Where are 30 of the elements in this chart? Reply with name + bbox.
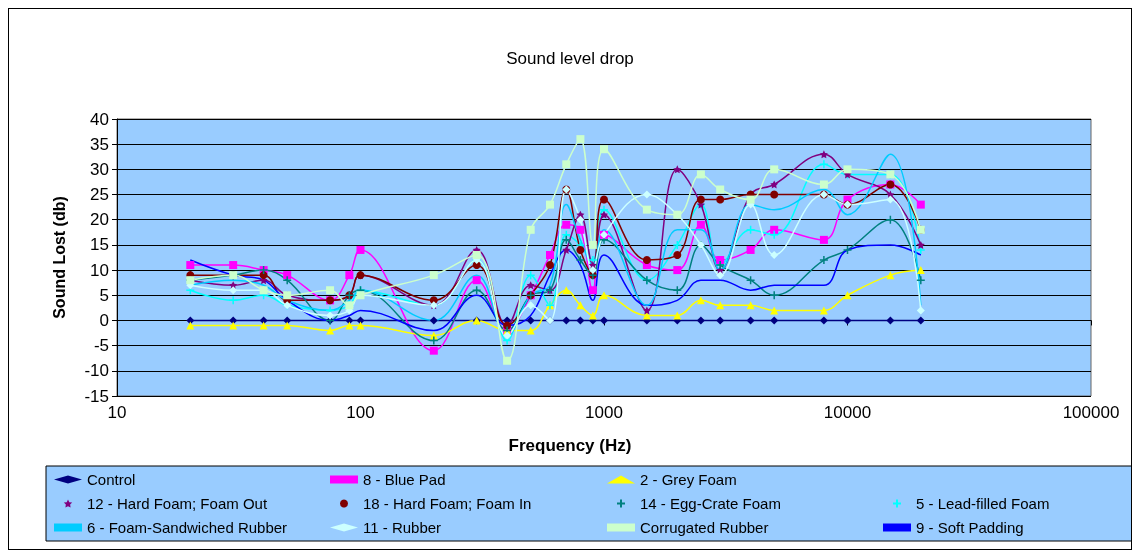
y-tick-label: 20 <box>90 210 109 230</box>
y-tick-label: 10 <box>90 260 109 280</box>
legend-label: 11 - Rubber <box>363 519 442 536</box>
legend-label: 18 - Hard Foam; Foam In <box>363 495 532 512</box>
x-tick-label: 100000 <box>1062 403 1120 422</box>
chart-title: Sound level drop <box>506 49 634 68</box>
y-tick-label: 15 <box>90 235 109 255</box>
legend-label: Control <box>87 471 136 488</box>
legend-label: Corrugated Rubber <box>640 519 769 536</box>
x-tick-label: 1000 <box>585 403 623 422</box>
y-tick-label: 30 <box>90 159 109 179</box>
y-tick-label: 5 <box>99 285 109 305</box>
x-tick-label: 10000 <box>823 403 872 422</box>
y-tick-label: 35 <box>90 134 109 154</box>
y-tick-label: -10 <box>84 361 109 381</box>
y-tick-label: 40 <box>90 109 109 129</box>
y-tick-label: 0 <box>99 310 109 330</box>
y-axis-title: Sound Lost (db) <box>50 196 68 319</box>
x-axis-title: Frequency (Hz) <box>508 436 632 455</box>
legend-label: 5 - Lead-filled Foam <box>916 495 1050 512</box>
y-tick-label: -15 <box>84 386 109 406</box>
y-tick-label: -5 <box>93 336 109 356</box>
y-tick-label: 25 <box>90 185 109 205</box>
legend-label: 8 - Blue Pad <box>363 471 446 488</box>
legend-label: 14 - Egg-Crate Foam <box>640 495 781 512</box>
legend-label: 12 - Hard Foam; Foam Out <box>87 495 268 512</box>
x-tick-label: 100 <box>346 403 375 422</box>
legend-label: 2 - Grey Foam <box>640 471 737 488</box>
legend-label: 6 - Foam-Sandwiched Rubber <box>87 519 288 536</box>
legend-label: 9 - Soft Padding <box>916 519 1024 536</box>
